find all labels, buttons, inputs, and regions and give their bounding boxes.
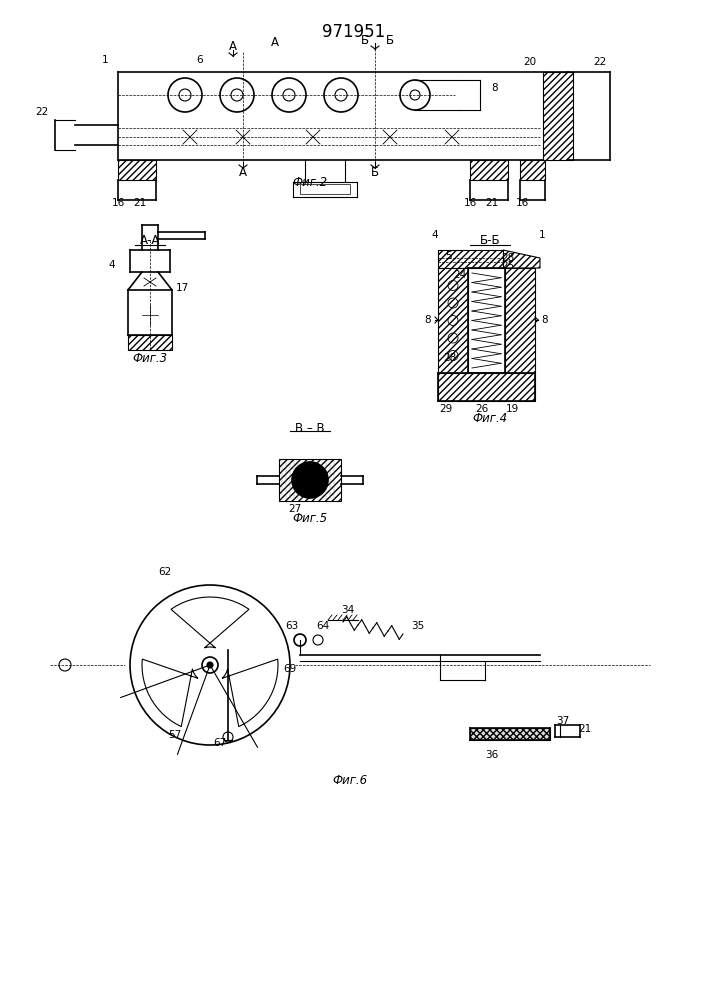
Text: Б-Б: Б-Б <box>479 233 501 246</box>
Text: 37: 37 <box>556 716 570 726</box>
Text: 4: 4 <box>109 260 115 270</box>
Text: 6: 6 <box>197 55 204 65</box>
Text: Б: Б <box>361 33 369 46</box>
Text: 34: 34 <box>341 605 355 615</box>
Circle shape <box>292 462 328 498</box>
Text: Фиг.3: Фиг.3 <box>132 352 168 364</box>
Bar <box>470 160 508 180</box>
Text: Фиг.6: Фиг.6 <box>332 774 368 786</box>
Text: 20: 20 <box>523 57 537 67</box>
Text: В – В: В – В <box>296 422 325 434</box>
Text: 8: 8 <box>542 315 549 325</box>
Circle shape <box>207 662 213 668</box>
Text: 28: 28 <box>501 253 515 263</box>
Text: 21: 21 <box>486 198 498 208</box>
Bar <box>300 184 350 194</box>
Text: 21: 21 <box>134 198 146 208</box>
Text: 5: 5 <box>445 251 451 261</box>
Text: 22: 22 <box>35 107 49 117</box>
Text: 16: 16 <box>463 198 477 208</box>
Text: Фиг.2: Фиг.2 <box>293 176 327 188</box>
Bar <box>128 335 172 350</box>
Text: 28: 28 <box>443 353 457 363</box>
Text: 1: 1 <box>102 55 108 65</box>
Text: 27: 27 <box>288 504 302 514</box>
Text: Б: Б <box>371 165 379 178</box>
Text: 62: 62 <box>158 567 172 577</box>
Text: А: А <box>271 36 279 49</box>
Text: 8: 8 <box>491 83 498 93</box>
Bar <box>520 160 545 180</box>
Text: 1: 1 <box>539 230 545 240</box>
Bar <box>505 268 535 373</box>
Text: 19: 19 <box>506 404 519 414</box>
Text: 8: 8 <box>425 315 431 325</box>
Polygon shape <box>503 250 540 268</box>
Text: 63: 63 <box>286 621 298 631</box>
Text: А: А <box>229 40 237 53</box>
Text: Б: Б <box>386 33 394 46</box>
Text: Фиг.5: Фиг.5 <box>293 512 327 526</box>
Bar <box>438 373 535 401</box>
Bar <box>118 160 156 180</box>
Text: 25: 25 <box>501 261 515 271</box>
Bar <box>438 268 468 373</box>
Text: А-А: А-А <box>140 233 160 246</box>
Text: 29: 29 <box>439 404 452 414</box>
Text: 35: 35 <box>411 621 425 631</box>
Text: А: А <box>239 165 247 178</box>
Text: 26: 26 <box>475 404 489 414</box>
Text: 64: 64 <box>316 621 329 631</box>
Text: 57: 57 <box>168 730 182 740</box>
Text: 69: 69 <box>284 664 297 674</box>
Bar <box>543 72 573 160</box>
Text: 22: 22 <box>593 57 607 67</box>
Text: 16: 16 <box>515 198 529 208</box>
Text: 16: 16 <box>112 198 124 208</box>
Text: 4: 4 <box>432 230 438 240</box>
Bar <box>470 728 550 740</box>
Text: 67: 67 <box>214 738 227 748</box>
Bar <box>279 459 341 501</box>
Text: 17: 17 <box>175 283 189 293</box>
Text: 971951: 971951 <box>322 23 385 41</box>
Text: Фиг.4: Фиг.4 <box>472 412 508 426</box>
Text: 36: 36 <box>486 750 498 760</box>
Text: 21: 21 <box>578 724 592 734</box>
Text: 24: 24 <box>453 270 467 280</box>
Bar <box>438 250 503 268</box>
